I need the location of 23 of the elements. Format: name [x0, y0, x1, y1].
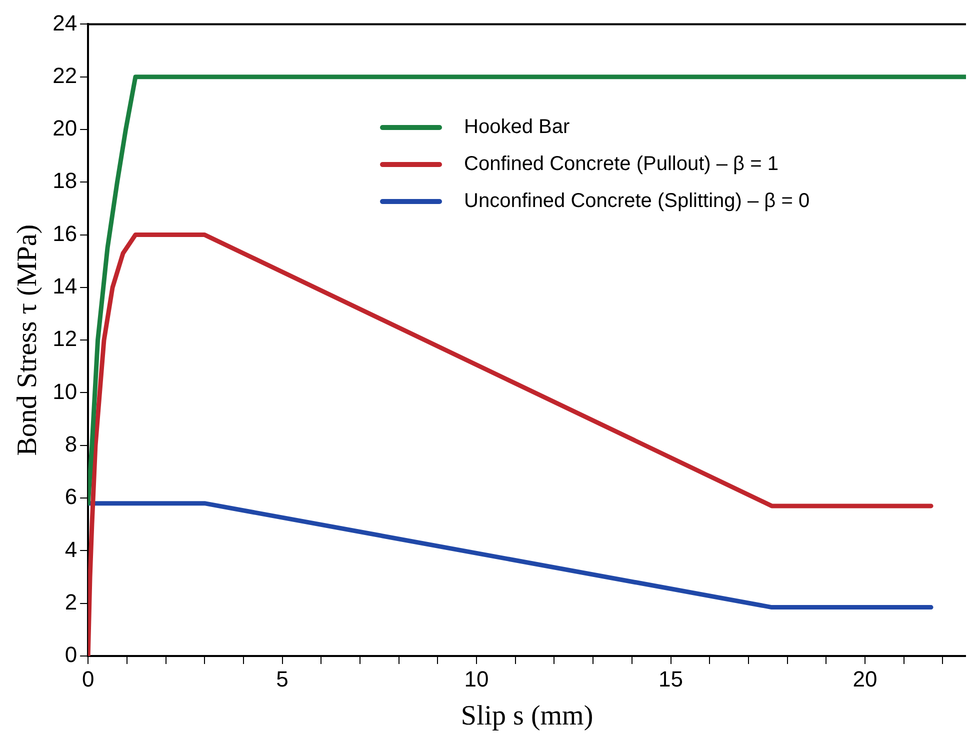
- x-axis-title: Slip s (mm): [460, 700, 594, 732]
- x-tick-label: 15: [658, 666, 684, 692]
- x-tick-label: 20: [852, 666, 878, 692]
- legend-label: Unconfined Concrete (Splitting) – β = 0: [464, 190, 810, 213]
- y-tick-label: 24: [52, 10, 78, 36]
- legend-label: Confined Concrete (Pullout) – β = 1: [464, 153, 778, 176]
- y-tick-label: 6: [64, 484, 78, 510]
- y-tick-label: 10: [52, 378, 78, 404]
- x-tick-label: 0: [82, 666, 94, 692]
- y-tick-label: 18: [52, 168, 78, 194]
- x-tick-label: 10: [464, 666, 489, 692]
- y-axis-title: Bond Stress τ (MPa): [12, 224, 44, 456]
- y-tick-label: 16: [52, 220, 78, 246]
- y-tick-label: 20: [52, 116, 78, 141]
- x-tick-label: 5: [276, 666, 288, 692]
- y-tick-label: 14: [52, 274, 78, 299]
- y-tick-label: 2: [64, 589, 78, 614]
- y-tick-label: 0: [64, 642, 78, 668]
- y-tick-label: 22: [52, 62, 78, 88]
- legend-label: Hooked Bar: [464, 116, 570, 139]
- y-tick-label: 8: [64, 431, 78, 456]
- y-tick-label: 4: [64, 536, 78, 562]
- y-tick-label: 12: [52, 326, 78, 352]
